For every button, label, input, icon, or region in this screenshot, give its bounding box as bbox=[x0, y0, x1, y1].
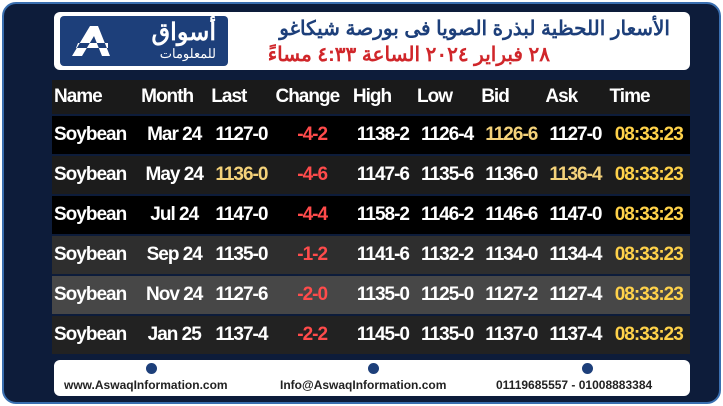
table-cell: 1134-4 bbox=[543, 236, 608, 274]
column-header: Low bbox=[415, 80, 480, 114]
table-cell: 1127-4 bbox=[543, 276, 608, 314]
table-cell: 1127-0 bbox=[209, 116, 274, 154]
table-cell: 1135-6 bbox=[415, 156, 480, 194]
table-cell: 08:33:23 bbox=[607, 316, 690, 354]
table-cell: 1146-2 bbox=[415, 196, 480, 234]
table-cell: 1145-0 bbox=[350, 316, 416, 354]
table-cell: 1135-0 bbox=[415, 316, 480, 354]
table-cell: 1137-4 bbox=[209, 316, 274, 354]
table-cell: -1-2 bbox=[273, 236, 351, 274]
table-cell: 1134-0 bbox=[479, 236, 544, 274]
table-cell: 08:33:23 bbox=[607, 276, 690, 314]
table-cell: 1136-0 bbox=[479, 156, 544, 194]
table-cell: 1147-0 bbox=[543, 196, 608, 234]
table-cell: 1126-6 bbox=[479, 116, 544, 154]
table-cell: 1136-4 bbox=[543, 156, 608, 194]
table-cell: Jan 25 bbox=[139, 316, 210, 354]
table-row: Soybean Mar 24 1127-0 -4-2 1138-2 1126-4 1126-… bbox=[52, 116, 690, 154]
table-cell: 1135-0 bbox=[209, 236, 274, 274]
table-cell: 08:33:23 bbox=[607, 236, 690, 274]
table-cell: 1127-6 bbox=[209, 276, 274, 314]
table-row: Soybean Nov 24 1127-6 -2-0 1135-0 1125-0 1127-… bbox=[52, 276, 690, 314]
email-icon bbox=[368, 363, 379, 374]
column-header: High bbox=[350, 80, 416, 114]
table-cell: Soybean bbox=[52, 116, 140, 154]
website: www.AswaqInformation.com bbox=[64, 378, 228, 392]
table-cell: -4-4 bbox=[273, 196, 351, 234]
subtitle: ٢٨ فبراير ٢٠٢٤ الساعة ٤:٣٣ مساءً bbox=[267, 44, 550, 66]
table-cell: May 24 bbox=[139, 156, 210, 194]
table-cell: -2-0 bbox=[273, 276, 351, 314]
table-cell: 08:33:23 bbox=[607, 156, 690, 194]
table-cell: 1135-0 bbox=[350, 276, 416, 314]
column-header: Last bbox=[209, 80, 274, 114]
column-header: Time bbox=[607, 80, 690, 114]
table-cell: Soybean bbox=[52, 316, 140, 354]
table-cell: 1136-0 bbox=[209, 156, 274, 194]
column-header: Change bbox=[273, 80, 351, 114]
table-row: Soybean Sep 24 1135-0 -1-2 1141-6 1132-2 1134-… bbox=[52, 236, 690, 274]
table-cell: 1126-4 bbox=[415, 116, 480, 154]
price-table: Name Month Last Change High Low Bid Ask Time Soyb… bbox=[52, 78, 690, 356]
logo-name: أسواق bbox=[151, 19, 216, 46]
table-row: Soybean Jul 24 1147-0 -4-4 1158-2 1146-2 1146-… bbox=[52, 196, 690, 234]
phones: 01119685557 - 01008883384 bbox=[496, 378, 653, 392]
table-cell: 1127-0 bbox=[543, 116, 608, 154]
header: أسواق للمعلومات الأسعار اللحظية لبذرة ال… bbox=[54, 12, 690, 70]
column-header: Bid bbox=[479, 80, 544, 114]
logo: أسواق للمعلومات bbox=[60, 16, 228, 66]
header-row: Name Month Last Change High Low Bid Ask Time bbox=[52, 80, 690, 114]
logo-icon bbox=[72, 26, 110, 56]
table-cell: Soybean bbox=[52, 276, 140, 314]
table-cell: Soybean bbox=[52, 236, 140, 274]
table-cell: 1137-4 bbox=[543, 316, 608, 354]
table-cell: Jul 24 bbox=[139, 196, 210, 234]
logo-subtitle: للمعلومات bbox=[159, 46, 216, 61]
table-cell: 1147-0 bbox=[209, 196, 274, 234]
table-cell: 1158-2 bbox=[350, 196, 416, 234]
email: Info@AswaqInformation.com bbox=[280, 378, 447, 392]
table-cell: 1125-0 bbox=[415, 276, 480, 314]
column-header: Name bbox=[52, 80, 140, 114]
table-cell: -2-2 bbox=[273, 316, 351, 354]
table-cell: 08:33:23 bbox=[607, 116, 690, 154]
title: الأسعار اللحظية لبذرة الصويا فى بورصة شي… bbox=[279, 18, 670, 40]
table-cell: Soybean bbox=[52, 196, 140, 234]
table-cell: Nov 24 bbox=[139, 276, 210, 314]
table-row: Soybean May 24 1136-0 -4-6 1147-6 1135-6 1136-… bbox=[52, 156, 690, 194]
table-cell: 1141-6 bbox=[350, 236, 416, 274]
table-cell: 1147-6 bbox=[350, 156, 416, 194]
table-cell: 1146-6 bbox=[479, 196, 544, 234]
table-cell: Soybean bbox=[52, 156, 140, 194]
phone-icon bbox=[582, 363, 593, 374]
table-cell: Mar 24 bbox=[139, 116, 210, 154]
table-cell: -4-6 bbox=[273, 156, 351, 194]
table-cell: 08:33:23 bbox=[607, 196, 690, 234]
table-cell: -4-2 bbox=[273, 116, 351, 154]
table-cell: 1138-2 bbox=[350, 116, 416, 154]
table-cell: 1127-2 bbox=[479, 276, 544, 314]
footer: www.AswaqInformation.com Info@AswaqInfor… bbox=[54, 360, 690, 396]
table-cell: 1132-2 bbox=[415, 236, 480, 274]
table-row: Soybean Jan 25 1137-4 -2-2 1145-0 1135-0 1137-… bbox=[52, 316, 690, 354]
column-header: Month bbox=[139, 80, 210, 114]
table-cell: Sep 24 bbox=[139, 236, 210, 274]
table-cell: 1137-0 bbox=[479, 316, 544, 354]
web-icon bbox=[146, 363, 157, 374]
column-header: Ask bbox=[543, 80, 608, 114]
